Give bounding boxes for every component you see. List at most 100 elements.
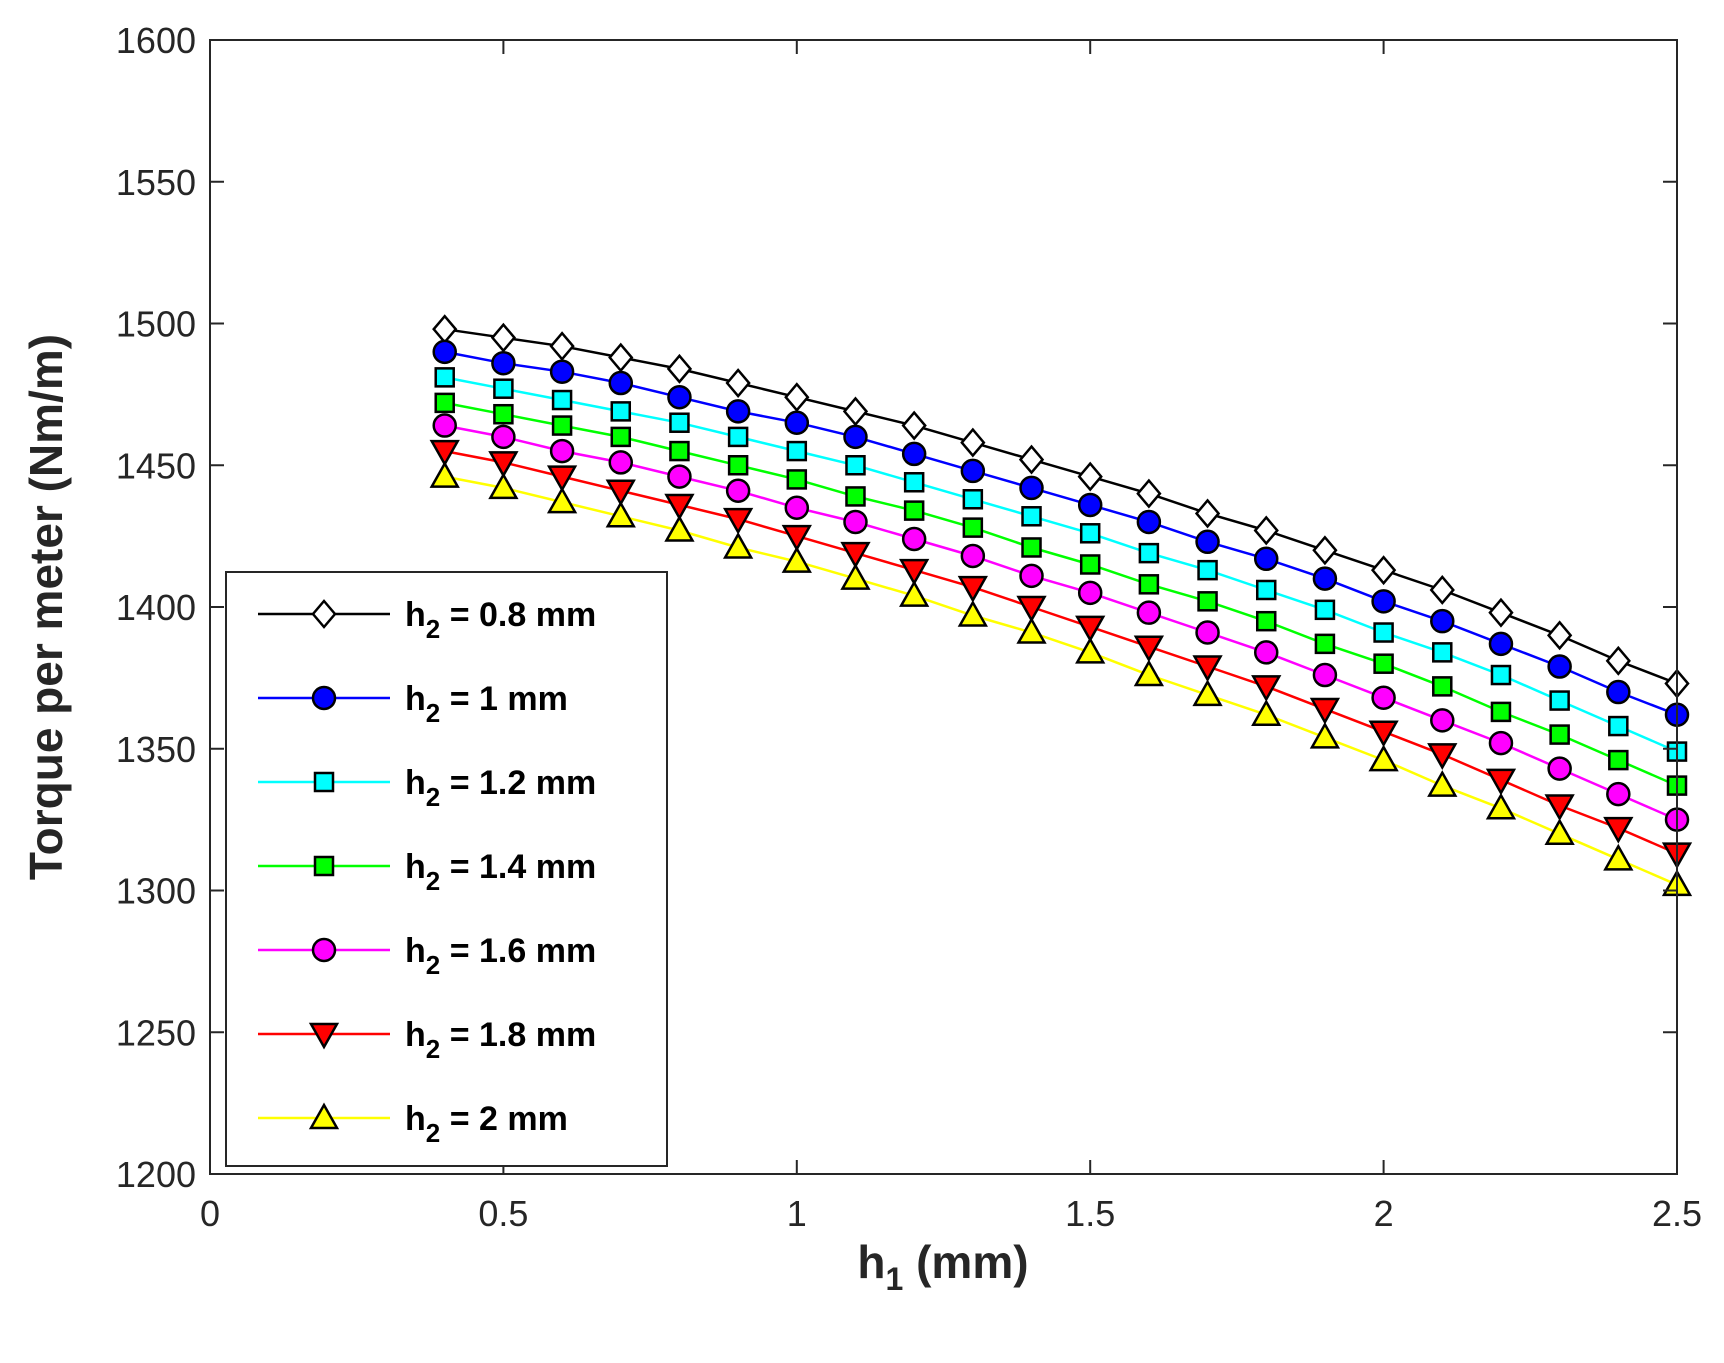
data-point [549, 359, 575, 384]
data-point [1432, 676, 1453, 697]
data-point [1018, 444, 1045, 475]
data-point [843, 424, 868, 450]
y-tick-label: 1400 [116, 587, 196, 628]
data-point [725, 478, 751, 504]
data-point [1255, 579, 1277, 601]
data-point [1488, 597, 1514, 628]
legend-label: h2 = 0.8 mm [405, 596, 596, 644]
series-2 [432, 339, 1690, 727]
data-point [667, 384, 692, 410]
legend-entry: h2 = 2 mm [258, 1100, 568, 1148]
legend-entry: h2 = 0.8 mm [258, 596, 596, 644]
data-point [1606, 781, 1631, 807]
data-point [784, 495, 810, 521]
data-point [669, 412, 690, 433]
legend-entry: h2 = 1.4 mm [258, 848, 596, 896]
data-point [664, 493, 695, 521]
data-point [903, 500, 925, 521]
data-point [1197, 591, 1218, 612]
data-point [781, 524, 812, 552]
data-point [1605, 645, 1631, 676]
data-point [727, 426, 749, 448]
data-point [1253, 515, 1279, 546]
data-point [434, 392, 455, 414]
data-point [784, 410, 810, 435]
legend-marker [313, 855, 335, 877]
data-point [725, 399, 751, 424]
legend-marker [313, 771, 335, 793]
y-tick-label: 1600 [116, 20, 196, 61]
data-point [957, 599, 988, 627]
data-point [608, 370, 634, 396]
data-point [491, 424, 516, 450]
data-point [1608, 715, 1629, 737]
data-point [490, 322, 517, 353]
series-line [444, 401, 1678, 787]
series-layer [429, 314, 1693, 897]
data-point [493, 378, 514, 399]
x-tick-label: 0 [200, 1193, 220, 1234]
y-tick-label: 1500 [116, 304, 196, 345]
data-point [546, 486, 578, 514]
data-point [1314, 599, 1336, 621]
data-point [429, 439, 460, 467]
series-5 [432, 413, 1690, 832]
x-tick-label: 2.5 [1652, 1193, 1702, 1234]
data-point [899, 558, 930, 586]
data-point [1195, 529, 1220, 555]
legend-marker [311, 599, 337, 629]
data-point [1373, 653, 1394, 674]
y-tick-label: 1250 [116, 1012, 196, 1053]
y-tick-label: 1350 [116, 729, 196, 770]
data-point [669, 440, 690, 462]
data-point [1077, 580, 1103, 606]
series-line [444, 424, 1678, 821]
x-tick-label: 1.5 [1065, 1193, 1115, 1234]
data-point [722, 507, 754, 535]
data-point [1251, 699, 1282, 726]
legend-entry: h2 = 1.6 mm [258, 932, 596, 980]
data-point [1490, 664, 1512, 686]
x-tick-label: 2 [1374, 1193, 1394, 1234]
data-point [1370, 555, 1397, 586]
data-point [1253, 640, 1279, 665]
y-tick-label: 1550 [116, 162, 196, 203]
legend: h2 = 0.8 mm h2 = 1 mm h2 = 1.2 mm h2 = 1.4 … [225, 571, 668, 1167]
data-point [1255, 610, 1277, 632]
data-point [1079, 554, 1101, 575]
data-point [722, 531, 754, 559]
legend-label: h2 = 1 mm [405, 680, 568, 728]
data-point [960, 458, 986, 484]
data-point [840, 541, 871, 569]
data-point [546, 465, 578, 493]
legend-box [225, 571, 668, 1167]
data-point [667, 464, 692, 489]
data-point [1547, 654, 1572, 679]
series-1 [432, 314, 1690, 699]
data-point [1430, 608, 1455, 634]
y-axis-title: Torque per meter (Nm/m) [20, 334, 72, 880]
data-point [488, 451, 519, 478]
data-point [901, 441, 927, 467]
data-point [1021, 506, 1042, 527]
data-point [960, 427, 986, 458]
data-point [1314, 633, 1336, 655]
data-point [1077, 492, 1103, 518]
legend-marker [308, 1022, 340, 1050]
y-tick-label: 1200 [116, 1154, 196, 1195]
data-point [1427, 743, 1458, 770]
data-point [1016, 595, 1047, 623]
data-point [845, 455, 866, 476]
series-line [444, 449, 1678, 855]
data-point [1312, 535, 1338, 566]
data-point [610, 426, 632, 448]
legend-marker [308, 1102, 340, 1130]
legend-label: h2 = 1.4 mm [405, 848, 596, 896]
data-point [551, 389, 573, 411]
data-point [1488, 730, 1514, 756]
data-point [725, 368, 751, 398]
data-point [1312, 566, 1338, 591]
series-6 [429, 439, 1693, 870]
data-point [1133, 659, 1165, 687]
data-point [1309, 721, 1341, 749]
